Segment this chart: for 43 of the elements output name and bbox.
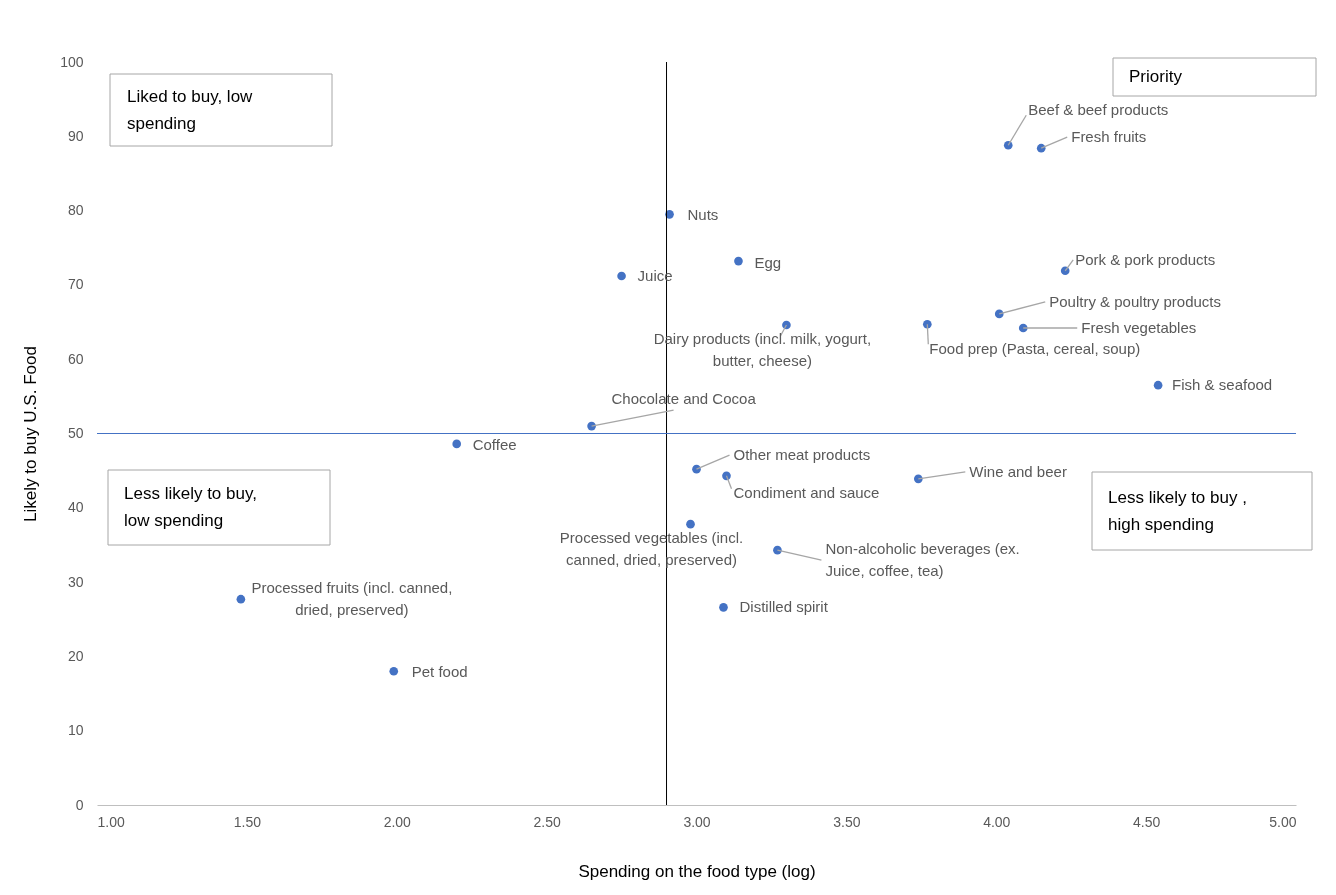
- x-tick-label: 4.50: [1133, 813, 1161, 830]
- y-tick-label: 20: [67, 647, 84, 664]
- annotation: Condiment and sauce: [733, 483, 880, 501]
- y-tick-label: 100: [60, 53, 84, 70]
- x-tick-label: 3.00: [683, 813, 711, 830]
- annotation: Other meat products: [733, 446, 871, 464]
- annotation: Priority: [1129, 67, 1183, 86]
- y-tick-label: 0: [75, 796, 84, 813]
- x-tick-label: 2.00: [383, 813, 412, 830]
- x-axis-title: Spending on the food type (log): [578, 861, 816, 881]
- annotation: Egg: [754, 254, 782, 272]
- annotation: Beef & beef products: [1028, 101, 1169, 119]
- annotation: Less likely to buy, low spending: [124, 484, 257, 530]
- annotation: Nuts: [687, 206, 719, 224]
- y-tick-label: 80: [67, 202, 84, 219]
- annotation: Fresh vegetables: [1081, 318, 1197, 336]
- x-tick-label: 4.00: [983, 813, 1011, 830]
- annotation: Non-alcoholic beverages (ex. Juice, coffee, tea): [825, 540, 1020, 580]
- x-tick-label: 1.50: [233, 813, 262, 830]
- annotation: Processed fruits (incl. canned, dried, preserved): [251, 579, 453, 619]
- y-tick-label: 90: [67, 127, 84, 144]
- annotation: Food prep (Pasta, cereal, soup): [929, 340, 1141, 358]
- y-tick-label: 50: [67, 425, 84, 441]
- annotation: Coffee: [472, 435, 517, 453]
- y-tick-label: 70: [67, 276, 84, 293]
- annotation: Liked to buy, low spending: [127, 86, 254, 133]
- y-tick-label: 40: [67, 499, 84, 516]
- x-tick-label: 3.50: [833, 813, 861, 830]
- x-tick-label: 1.00: [97, 813, 125, 830]
- x-tick-label: 5.00: [1269, 813, 1297, 830]
- x-tick-label: 2.50: [533, 813, 561, 830]
- annotation: Fish & seafood: [1172, 376, 1273, 394]
- annotation: Less likely to buy , high spending: [1108, 487, 1247, 534]
- y-tick-label: 10: [67, 722, 84, 739]
- annotation: Pet food: [411, 663, 468, 681]
- y-tick-label: 60: [67, 350, 84, 367]
- annotation: Wine and beer: [969, 462, 1067, 480]
- annotation: Fresh fruits: [1071, 128, 1147, 146]
- annotation: Distilled spirit: [739, 598, 829, 616]
- annotation: Pork & pork products: [1075, 250, 1216, 268]
- y-axis-title: Likely to buy U.S. Food: [21, 346, 41, 522]
- annotation: Poultry & poultry products: [1049, 292, 1221, 310]
- y-tick-label: 30: [67, 573, 84, 590]
